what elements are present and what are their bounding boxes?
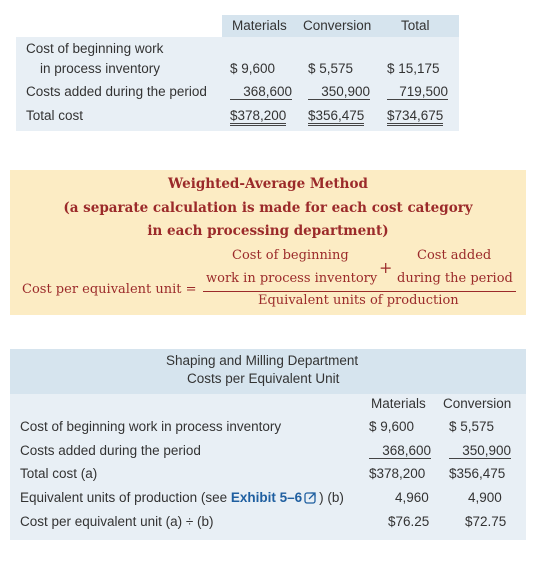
cell-conversion: $ 5,575	[449, 419, 495, 434]
numerator-term1-line1: Cost of beginning	[232, 248, 349, 263]
cell-materials: $76.25	[388, 514, 430, 529]
row-label: Cost of beginning work in process invent…	[20, 419, 282, 434]
row-label: Total cost (a)	[20, 466, 98, 481]
row-label: Cost per equivalent unit (a) ÷ (b)	[20, 514, 214, 529]
row-label: Costs added during the period	[26, 84, 207, 99]
col-header-materials: Materials	[371, 396, 426, 411]
formula-subheading: in each processing department)	[147, 223, 389, 239]
cell-conversion: $72.75	[465, 514, 507, 529]
plus-sign: +	[379, 258, 393, 277]
denominator: Equivalent units of production	[258, 293, 459, 308]
cell-total: 719,500	[387, 84, 448, 100]
cell-conversion: $356,475	[449, 466, 506, 481]
col-header-conversion: Conversion	[443, 396, 512, 411]
table-title: Shaping and Milling Department	[166, 353, 359, 368]
external-link-icon[interactable]	[304, 491, 317, 507]
row-label: Total cost	[26, 108, 84, 123]
cell-conversion: $356,475	[308, 108, 365, 126]
row-label: Equivalent units of production (see Exhi…	[20, 490, 344, 507]
cell-materials: $378,200	[230, 108, 287, 126]
cell-materials: $ 9,600	[230, 61, 276, 76]
formula-heading: Weighted-Average Method	[168, 176, 368, 192]
cell-materials: $378,200	[369, 466, 426, 481]
cell-materials: 368,600	[369, 443, 431, 459]
cell-conversion: $ 5,575	[308, 61, 354, 76]
cell-total: $734,675	[387, 108, 444, 126]
cell-materials: 4,960	[395, 490, 429, 505]
cell-conversion: 4,900	[468, 490, 502, 505]
formula-subheading: (a separate calculation is made for each…	[63, 200, 473, 216]
numerator-term2-line1: Cost added	[417, 248, 492, 263]
table-body-band	[16, 37, 459, 131]
col-header-total: Total	[401, 18, 430, 33]
cost-summary-table: Materials Conversion Total Cost of begin…	[16, 15, 459, 131]
cell-materials: $ 9,600	[369, 419, 415, 434]
fraction-bar	[203, 291, 516, 292]
col-header-conversion: Conversion	[303, 18, 372, 33]
table-subtitle: Costs per Equivalent Unit	[187, 371, 340, 386]
weighted-average-formula-box: Weighted-Average Method (a separate calc…	[10, 170, 526, 315]
row-label-line1: Cost of beginning work	[26, 41, 164, 56]
table-title-band	[10, 349, 526, 394]
row-label: Costs added during the period	[20, 443, 201, 458]
numerator-term2-line2: during the period	[397, 271, 513, 286]
cell-conversion: 350,900	[308, 84, 370, 100]
row-label-suffix: ) (b)	[319, 490, 344, 505]
row-label-prefix: Equivalent units of production (see	[20, 490, 231, 505]
department-cost-table: Shaping and Milling Department Costs per…	[10, 349, 526, 540]
cell-materials: 368,600	[230, 84, 292, 100]
exhibit-link[interactable]: Exhibit 5–6	[230, 490, 303, 505]
col-header-materials: Materials	[232, 18, 287, 33]
row-label-line2: in process inventory	[40, 61, 161, 76]
cell-total: $ 15,175	[387, 61, 440, 76]
formula-lhs: Cost per equivalent unit =	[22, 282, 197, 297]
cell-conversion: 350,900	[449, 443, 511, 459]
table-header-band	[222, 15, 459, 37]
numerator-term1-line2: work in process inventory	[206, 271, 378, 286]
